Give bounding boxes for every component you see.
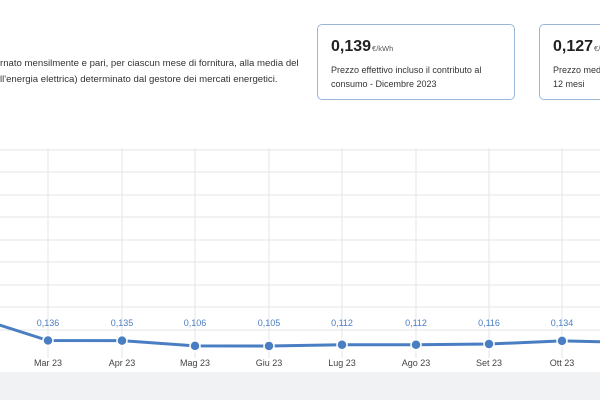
x-tick-label: Apr 23 [109,358,136,368]
effective-price-caption-line-1: Prezzo effettivo incluso il contributo a… [331,65,482,75]
x-tick-label: Set 23 [476,358,502,368]
average-price-value-row: 0,127€/ [553,38,600,56]
data-point [263,340,275,352]
effective-price-value: 0,139 [331,38,372,55]
description-line-1: rnato mensilmente e pari, per ciascun me… [0,58,299,69]
data-point [189,340,201,352]
data-label: 0,135 [111,318,134,328]
price-line-chart: 0,136 Mar 23 0,135 Apr 23 0,106 Mag 23 0,105 Gi… [0,148,600,368]
x-tick-label: Ago 23 [402,358,431,368]
average-price-caption: Prezzo medi 12 mesi [553,63,600,91]
data-label: 0,136 [37,318,60,328]
tariff-description: rnato mensilmente e pari, per ciascun me… [0,56,300,88]
description-line-2: ll'energia elettrica) determinato dal ge… [0,74,278,85]
data-label: 0,106 [184,318,207,328]
data-point [410,339,422,351]
average-price-caption-line-2: 12 mesi [553,79,585,89]
effective-price-caption: Prezzo effettivo incluso il contributo a… [331,63,514,91]
data-label: 0,112 [405,318,427,328]
effective-price-unit: €/kWh [372,44,394,53]
data-point [116,334,128,347]
effective-price-caption-line-2: consumo - Dicembre 2023 [331,79,437,89]
x-tick-label: Ott 23 [550,358,575,368]
x-tick-label: Mag 23 [180,358,210,368]
x-tick-label: Giu 23 [256,358,283,368]
effective-price-value-row: 0,139€/kWh [331,38,514,56]
footer-bar [0,372,600,400]
data-label: 0,134 [551,318,574,328]
data-label: 0,116 [478,318,500,328]
data-point [336,339,348,351]
x-tick-label: Mar 23 [34,358,62,368]
series-line [0,323,600,348]
average-price-card: 0,127€/ Prezzo medi 12 mesi [539,24,600,100]
effective-price-card: 0,139€/kWh Prezzo effettivo incluso il c… [317,24,515,100]
average-price-caption-line-1: Prezzo medi [553,65,600,75]
data-point [483,338,495,350]
data-point [556,335,568,347]
average-price-unit: €/ [594,44,600,53]
x-tick-label: Lug 23 [328,358,356,368]
data-label: 0,112 [331,318,353,328]
data-label: 0,105 [258,318,281,328]
average-price-value: 0,127 [553,38,594,55]
data-point [42,334,54,347]
